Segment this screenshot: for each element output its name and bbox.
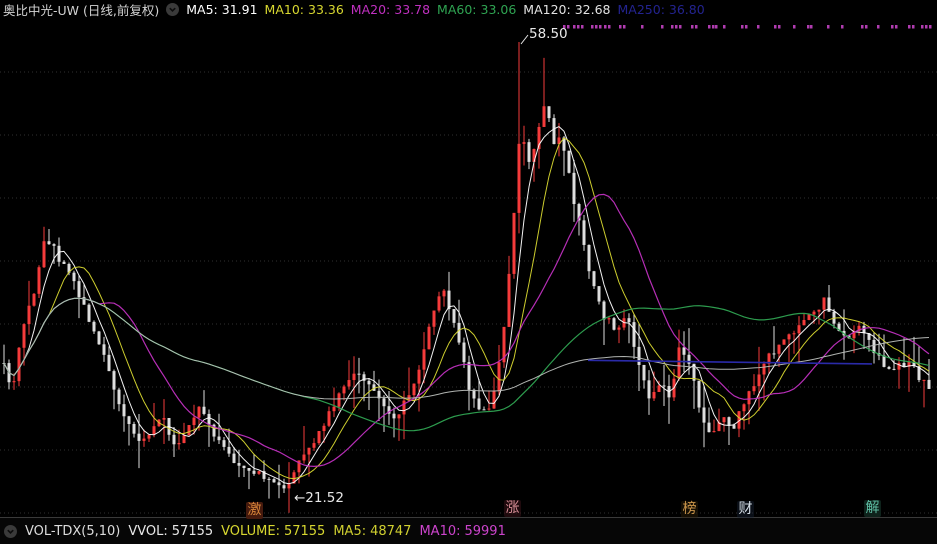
footer-ma10: MA10: 59991: [419, 523, 506, 539]
chevron-down-icon[interactable]: [166, 3, 180, 16]
chart-header: 奥比中光-UW (日线,前复权) MA5: 31.91 MA10: 33.36 MA…: [0, 0, 937, 19]
legend-ma20: MA20: 33.78: [350, 2, 431, 17]
watermark-ji: 激: [246, 502, 263, 519]
watermark-bang: 榜: [681, 501, 698, 518]
legend-ma120: MA120: 32.68: [523, 2, 611, 17]
annotation-low: ←21.52: [294, 490, 344, 506]
footer-volume: VOLUME: 57155: [221, 523, 326, 539]
indicator-name[interactable]: VOL-TDX(5,10): [25, 523, 121, 539]
annotation-high: 58.50: [529, 26, 568, 42]
watermark-jie: 解: [864, 500, 881, 517]
footer-ma5: MA5: 48747: [333, 523, 412, 539]
footer-vvol: VVOL: 57155: [128, 523, 214, 539]
watermark-cai: 财: [737, 501, 754, 518]
watermark-zhang: 涨: [504, 500, 521, 517]
volume-indicator-bar: VOL-TDX(5,10) VVOL: 57155 VOLUME: 57155 MA…: [0, 517, 937, 544]
legend-ma10: MA10: 33.36: [264, 2, 344, 17]
legend-ma5: MA5: 31.91: [186, 2, 258, 17]
symbol-title: 奥比中光-UW (日线,前复权): [3, 3, 160, 18]
legend-ma60: MA60: 33.06: [437, 2, 517, 17]
legend-ma250: MA250: 36.80: [617, 2, 705, 17]
indicator-collapse-icon[interactable]: [4, 524, 17, 538]
